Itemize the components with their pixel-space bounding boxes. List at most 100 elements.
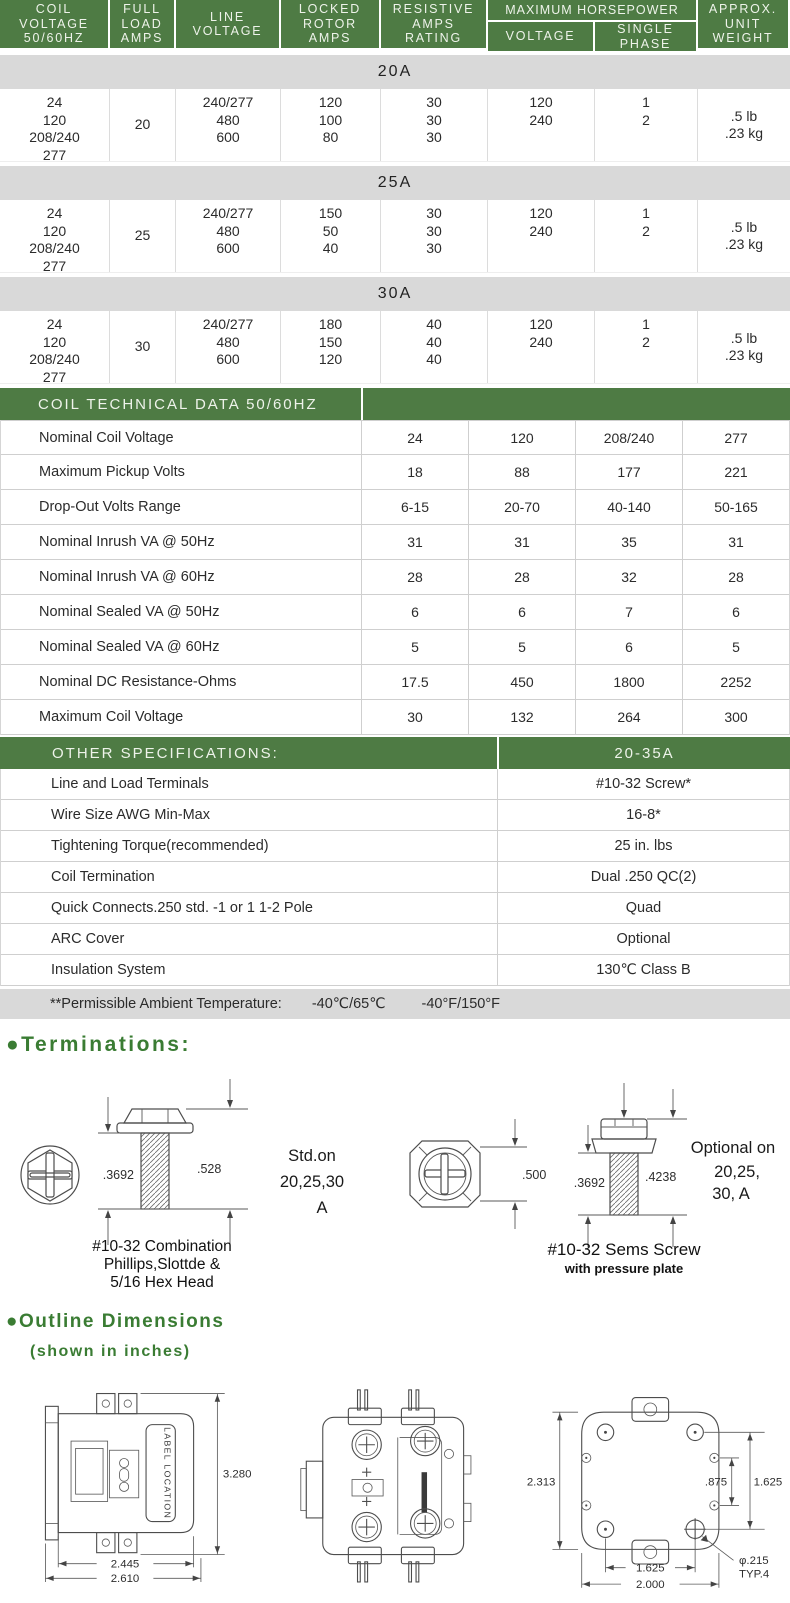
table-row: ARC Cover Optional <box>1 924 789 955</box>
outline-subheading: (shown in inches) <box>30 1343 191 1360</box>
row-value: #10-32 Screw* <box>595 776 692 792</box>
table-row: Tightening Torque(recommended) 25 in. lb… <box>1 831 789 862</box>
row-label: Coil Termination <box>1 862 498 892</box>
row-value: 32 <box>576 560 683 594</box>
svg-text:Optional on: Optional on <box>691 1139 775 1157</box>
svg-text:Phillips,Slottde &: Phillips,Slottde & <box>104 1256 221 1273</box>
contactor-side-view: LABEL LOCATION 3.280 <box>44 1392 252 1585</box>
base-plate <box>580 1396 720 1565</box>
row-value: 264 <box>576 700 683 734</box>
cell-locked-rotor: 180 150 120 <box>281 311 381 383</box>
cell-full-load: 25 <box>110 200 176 272</box>
section-band-25a: 25A <box>0 166 790 200</box>
svg-text:#10-32 Sems Screw: #10-32 Sems Screw <box>547 1240 701 1259</box>
row-value: 24 <box>362 421 469 454</box>
label-location-text: LABEL LOCATION <box>162 1427 172 1519</box>
dim-width-holes: 1.625 <box>636 1562 665 1574</box>
svg-text:Std.on: Std.on <box>288 1147 336 1165</box>
header-line-voltage: LINE VOLTAGE <box>176 0 279 48</box>
table-row: Nominal Inrush VA @ 50Hz 31 31 35 31 <box>1 525 789 560</box>
figure-caption: #10-32 Sems Screw with pressure plate <box>547 1240 701 1276</box>
row-label: Nominal Inrush VA @ 50Hz <box>1 525 362 559</box>
dim-width: .500 <box>522 1168 546 1182</box>
table-row: Nominal Inrush VA @ 60Hz 28 28 32 28 <box>1 560 789 595</box>
header-hp-voltage: VOLTAGE <box>488 22 593 51</box>
table-row-30a: 24 120 208/240 277 30 240/277 480 600 18… <box>0 311 790 385</box>
terminals-bottom <box>96 1532 138 1554</box>
note-label: **Permissible Ambient Temperature: <box>50 996 282 1012</box>
row-value: 2252 <box>720 674 752 690</box>
row-value: 28 <box>362 560 469 594</box>
hole-note-line1: φ.215 <box>739 1555 769 1567</box>
dim-height: 3.280 <box>223 1469 252 1481</box>
other-specs-table: Line and Load Terminals #10-32 Screw* Wi… <box>0 769 790 986</box>
header-resistive: RESISTIVE AMPS RATING <box>381 0 486 48</box>
dim-hole-span: .875 <box>705 1476 727 1488</box>
row-value: 16-8* <box>626 807 661 823</box>
cell-full-load: 30 <box>110 311 176 383</box>
terminal-blades-bottom <box>348 1546 436 1583</box>
svg-text:30, A: 30, A <box>712 1185 750 1203</box>
row-value: 450 <box>469 665 576 699</box>
dim-shank-length: .3692 <box>574 1176 605 1190</box>
row-value: 5 <box>732 639 740 655</box>
row-label: Wire Size AWG Min-Max <box>1 800 498 830</box>
section-band-20a: 20A <box>0 55 790 89</box>
cell-coil-voltage: 24 120 208/240 277 <box>0 200 110 274</box>
svg-text:#10-32 Combination: #10-32 Combination <box>92 1238 232 1255</box>
dim-width-inner: 2.445 <box>111 1558 140 1570</box>
dim-total-length: .4238 <box>645 1170 676 1184</box>
row-label: Maximum Coil Voltage <box>1 700 362 734</box>
row-label: Line and Load Terminals <box>1 769 498 799</box>
row-value: 31 <box>469 525 576 559</box>
row-value: 17.5 <box>362 665 469 699</box>
row-value: 18 <box>362 455 469 489</box>
row-label: Insulation System <box>1 955 498 985</box>
spec-table-header: COIL VOLTAGE 50/60HZ FULL LOAD AMPS LINE… <box>0 0 790 51</box>
header-coil-voltage: COIL VOLTAGE 50/60HZ <box>0 0 108 48</box>
header-full-load: FULL LOAD AMPS <box>110 0 174 48</box>
row-value: 31 <box>728 534 744 550</box>
row-value: 30 <box>362 700 469 734</box>
figure-caption: #10-32 Combination Phillips,Slottde & 5/… <box>92 1238 232 1291</box>
row-label: Nominal Inrush VA @ 60Hz <box>1 560 362 594</box>
row-value: 120 <box>469 421 576 454</box>
note-fahrenheit: -40°F/150°F <box>421 996 501 1012</box>
screw-side-view: .3692 .4238 <box>574 1083 687 1247</box>
row-value: 132 <box>469 700 576 734</box>
row-value: 40-140 <box>576 490 683 524</box>
mounting-screws <box>351 1425 441 1543</box>
row-value: Dual .250 QC(2) <box>590 869 697 885</box>
cell-coil-voltage: 24 120 208/240 277 <box>0 311 110 385</box>
cell-line-voltage: 240/277 480 600 <box>176 311 281 383</box>
row-value: 31 <box>362 525 469 559</box>
cell-line-voltage: 240/277 480 600 <box>176 200 281 272</box>
table-row: Drop-Out Volts Range 6-15 20-70 40-140 5… <box>1 490 789 525</box>
terminations-heading: ●Terminations: <box>6 1033 191 1056</box>
table-row: Nominal Sealed VA @ 50Hz 6 6 7 6 <box>1 595 789 630</box>
cell-weight: .5 lb .23 kg <box>724 107 764 142</box>
cell-coil-voltage: 24 120 208/240 277 <box>0 89 110 163</box>
row-value: Optional <box>616 931 671 947</box>
hole-diameter-callout: φ.215 TYP.4 <box>700 1534 770 1581</box>
row-value: 7 <box>576 595 683 629</box>
table-row-20a: 24 120 208/240 277 20 240/277 480 600 12… <box>0 89 790 163</box>
terminals-top <box>96 1392 138 1415</box>
cell-resistive: 30 30 30 <box>381 89 488 161</box>
table-row: Nominal DC Resistance-Ohms 17.5 450 1800… <box>1 665 789 700</box>
coil-table: Nominal Coil Voltage 24 120 208/240 277 … <box>0 420 790 735</box>
dim-width-outer: 2.610 <box>111 1573 140 1585</box>
outline-heading: ●Outline Dimensions <box>6 1311 225 1332</box>
dim-width-outer: 2.000 <box>636 1579 665 1591</box>
svg-text:5/16 Hex Head: 5/16 Hex Head <box>110 1274 213 1291</box>
row-value: 28 <box>469 560 576 594</box>
other-specs-column-header: 20-35A <box>499 737 790 769</box>
ambient-temperature-note: **Permissible Ambient Temperature: -40℃/… <box>0 989 790 1019</box>
row-value: 20-70 <box>469 490 576 524</box>
center-details <box>351 1467 384 1507</box>
table-row-25a: 24 120 208/240 277 25 240/277 480 600 15… <box>0 200 790 274</box>
screw-top-view <box>409 1140 481 1208</box>
svg-text:with pressure plate: with pressure plate <box>564 1261 683 1276</box>
row-label: Nominal Sealed VA @ 60Hz <box>1 630 362 664</box>
